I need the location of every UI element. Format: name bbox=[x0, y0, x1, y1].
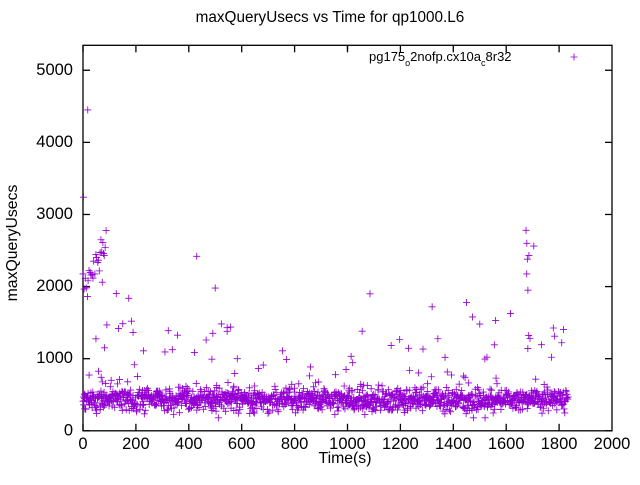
svg-text:1000: 1000 bbox=[36, 349, 73, 367]
svg-text:4000: 4000 bbox=[36, 133, 73, 151]
svg-text:maxQueryUsecs: maxQueryUsecs bbox=[4, 185, 21, 302]
svg-text:400: 400 bbox=[175, 435, 203, 453]
svg-text:3000: 3000 bbox=[36, 205, 73, 223]
svg-text:1800: 1800 bbox=[541, 435, 578, 453]
svg-text:1400: 1400 bbox=[435, 435, 472, 453]
svg-text:0: 0 bbox=[64, 421, 73, 439]
svg-text:1600: 1600 bbox=[488, 435, 525, 453]
svg-text:5000: 5000 bbox=[36, 61, 73, 79]
svg-text:800: 800 bbox=[281, 435, 309, 453]
svg-text:200: 200 bbox=[122, 435, 150, 453]
svg-text:1200: 1200 bbox=[382, 435, 419, 453]
svg-text:2000: 2000 bbox=[594, 435, 631, 453]
svg-text:maxQueryUsecs vs Time for qp10: maxQueryUsecs vs Time for qp1000.L6 bbox=[196, 9, 465, 26]
svg-text:1000: 1000 bbox=[329, 435, 366, 453]
svg-text:2000: 2000 bbox=[36, 277, 73, 295]
svg-text:0: 0 bbox=[78, 435, 87, 453]
svg-text:600: 600 bbox=[228, 435, 256, 453]
